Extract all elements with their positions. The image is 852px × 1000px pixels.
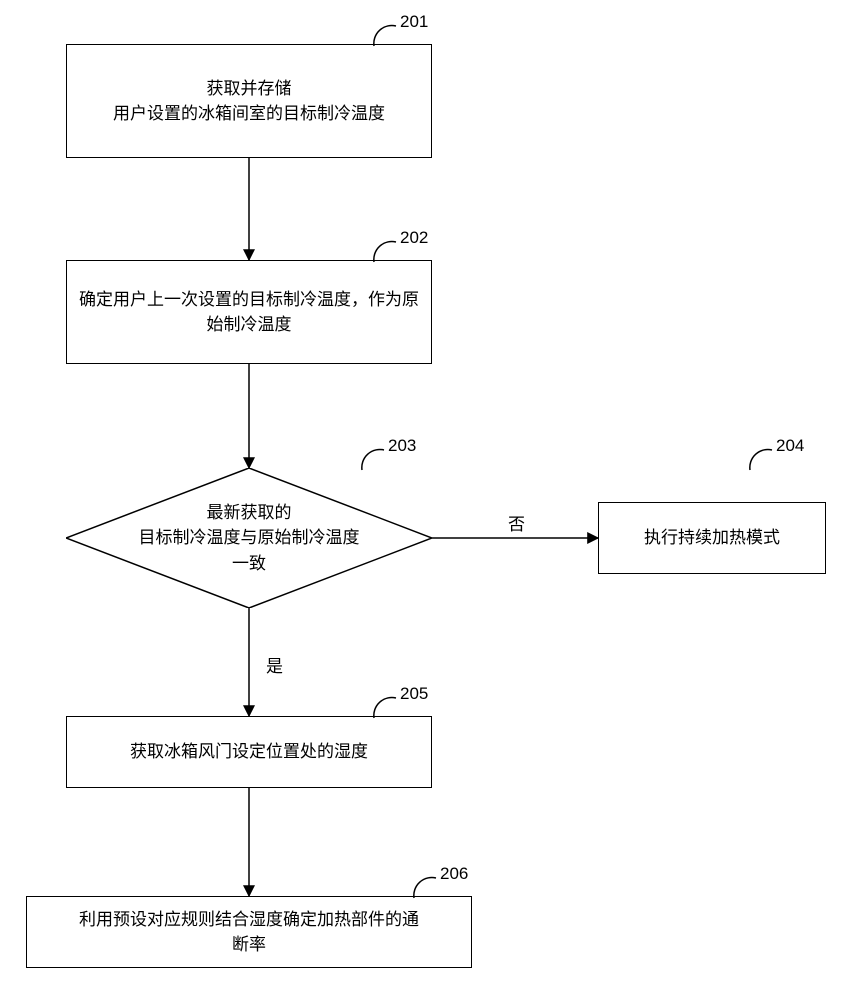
flowchart-canvas: 是否获取并存储用户设置的冰箱间室的目标制冷温度201确定用户上一次设置的目标制冷… <box>0 0 852 1000</box>
callout-curve-206 <box>414 878 436 898</box>
